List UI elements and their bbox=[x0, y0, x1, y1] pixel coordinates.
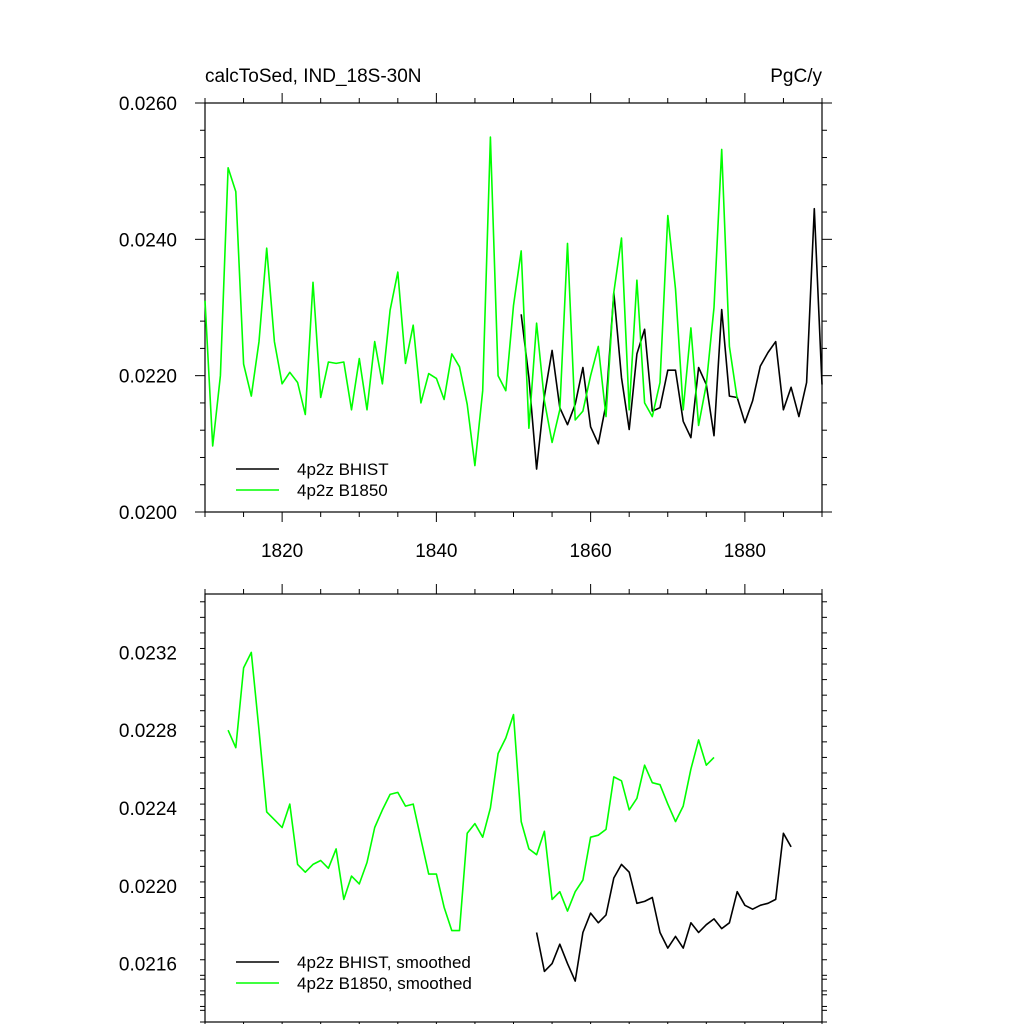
y-tick-label: 0.0240 bbox=[119, 230, 177, 251]
y-tick-label: 0.0260 bbox=[119, 94, 177, 115]
series-line-1 bbox=[520, 207, 823, 470]
y-tick-label: 0.0200 bbox=[119, 503, 177, 524]
y-tick-label: 0.0228 bbox=[119, 721, 177, 742]
y-tick-label: 0.0216 bbox=[119, 955, 177, 976]
legend-label: 4p2z BHIST bbox=[297, 460, 389, 479]
legend-label: 4p2z B1850, smoothed bbox=[297, 974, 472, 993]
chart-panel-1: 1820 1840 1860 1880 0.0200 0.0220 0.0240 0.0260… bbox=[119, 93, 832, 562]
y-tick-label: 0.0224 bbox=[119, 799, 178, 820]
x-tick-label: 1840 bbox=[415, 541, 457, 562]
series-line-1 bbox=[535, 832, 792, 982]
y-tick-label: 0.0220 bbox=[119, 877, 177, 898]
legend-label: 4p2z BHIST, smoothed bbox=[297, 953, 471, 972]
series-line-2 bbox=[204, 136, 738, 467]
x-tick-label: 1820 bbox=[261, 541, 303, 562]
units-label: PgC/y bbox=[770, 66, 822, 87]
y-tick-label: 0.0232 bbox=[119, 643, 177, 664]
series-line-2 bbox=[227, 651, 715, 932]
chart-title: calcToSed, IND_18S-30N bbox=[205, 66, 422, 87]
y-tick-label: 0.0220 bbox=[119, 367, 177, 388]
x-tick-label: 1860 bbox=[569, 541, 611, 562]
legend-label: 4p2z B1850 bbox=[297, 481, 388, 500]
panels: 1820 1840 1860 1880 0.0200 0.0220 0.0240 0.0260… bbox=[119, 93, 832, 1024]
x-tick-label: 1880 bbox=[724, 541, 766, 562]
chart-panel-2: 0.0216 0.0220 0.0224 0.0228 0.0232 4p2z BHIST… bbox=[119, 584, 827, 1024]
